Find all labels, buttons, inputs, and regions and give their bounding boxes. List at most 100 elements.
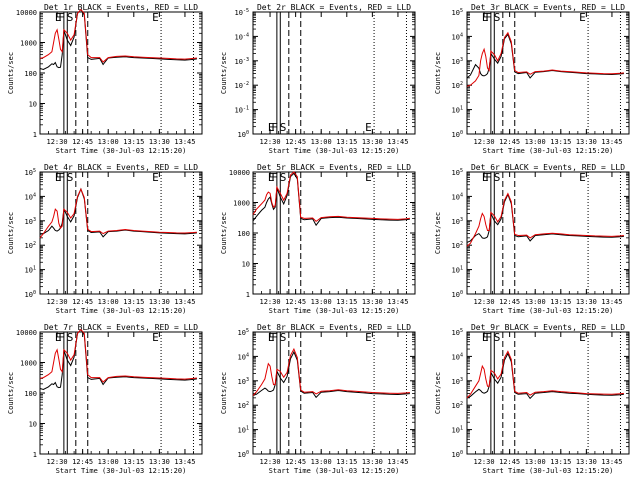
y-tick-label: 1000 bbox=[20, 360, 37, 368]
y-tick-label: 10000 bbox=[16, 9, 37, 17]
panel-4: Det 4r BLACK = Events, RED = LLD 100 101 10… bbox=[7, 163, 203, 315]
y-tick-label: 101 bbox=[25, 266, 36, 275]
x-tick-label: 13:30 bbox=[576, 298, 597, 306]
marker-label: S bbox=[494, 11, 501, 24]
x-tick-label: 13:45 bbox=[174, 298, 195, 306]
marker-label: F bbox=[485, 11, 492, 24]
y-tick-label: 103 bbox=[452, 377, 463, 386]
marker-label: S bbox=[280, 171, 287, 184]
y-tick-label: 10 bbox=[29, 421, 37, 429]
y-tick-label: 104 bbox=[452, 32, 463, 41]
x-axis-label: Start Time (30-Jul-03 12:15:20) bbox=[56, 467, 187, 475]
x-tick-label: 13:30 bbox=[362, 138, 383, 146]
x-tick-label: 12:45 bbox=[285, 458, 306, 466]
x-tick-label: 13:00 bbox=[311, 298, 332, 306]
x-tick-label: 13:15 bbox=[550, 298, 571, 306]
x-tick-label: 13:45 bbox=[387, 138, 408, 146]
x-tick-label: 13:45 bbox=[601, 138, 622, 146]
y-tick-label: 10-5 bbox=[235, 8, 249, 17]
x-axis-label: Start Time (30-Jul-03 12:15:20) bbox=[269, 147, 400, 155]
y-tick-label: 100 bbox=[452, 450, 463, 459]
y-tick-label: 10000 bbox=[16, 329, 37, 337]
x-axis-label: Start Time (30-Jul-03 12:15:20) bbox=[483, 307, 614, 315]
x-tick-label: 12:30 bbox=[260, 138, 281, 146]
x-tick-label: 13:00 bbox=[525, 458, 546, 466]
x-tick-label: 13:15 bbox=[336, 298, 357, 306]
plot-frame bbox=[466, 11, 630, 135]
marker-label: E bbox=[268, 171, 275, 184]
x-tick-label: 12:30 bbox=[260, 458, 281, 466]
x-tick-label: 13:30 bbox=[362, 298, 383, 306]
marker-label: S bbox=[67, 331, 74, 344]
plot-frame bbox=[252, 331, 416, 455]
y-axis-label: Counts/sec bbox=[220, 52, 228, 94]
panel-8: Det 8r BLACK = Events, RED = LLD 100 101 10… bbox=[220, 323, 416, 475]
marker-label: E bbox=[482, 11, 489, 24]
x-tick-label: 13:15 bbox=[123, 138, 144, 146]
y-tick-label: 10-3 bbox=[235, 57, 249, 66]
y-tick-label: 103 bbox=[452, 217, 463, 226]
y-axis-label: Counts/sec bbox=[434, 52, 442, 94]
panel-2: Det 2r BLACK = Events, RED = LLD 100 10-1 1… bbox=[220, 3, 416, 155]
y-tick-label: 1000 bbox=[20, 40, 37, 48]
y-tick-label: 105 bbox=[452, 8, 463, 17]
y-tick-label: 1 bbox=[33, 451, 37, 459]
lld-series-line bbox=[252, 171, 410, 223]
y-tick-label: 100 bbox=[237, 230, 250, 238]
panel-title: Det 4r BLACK = Events, RED = LLD bbox=[44, 163, 198, 172]
panel-title: Det 3r BLACK = Events, RED = LLD bbox=[471, 3, 625, 12]
panel-title: Det 8r BLACK = Events, RED = LLD bbox=[257, 323, 411, 332]
x-tick-label: 13:15 bbox=[550, 458, 571, 466]
panel-title: Det 9r BLACK = Events, RED = LLD bbox=[471, 323, 625, 332]
x-tick-label: 13:15 bbox=[123, 458, 144, 466]
marker-label: E bbox=[55, 11, 62, 24]
x-tick-label: 12:45 bbox=[499, 298, 520, 306]
x-tick-label: 12:45 bbox=[285, 138, 306, 146]
y-tick-label: 100 bbox=[25, 290, 36, 299]
marker-label: E bbox=[152, 11, 159, 24]
x-axis-label: Start Time (30-Jul-03 12:15:20) bbox=[56, 307, 187, 315]
x-tick-label: 13:00 bbox=[525, 138, 546, 146]
x-tick-label: 12:30 bbox=[474, 138, 495, 146]
y-tick-label: 10000 bbox=[229, 169, 250, 177]
marker-label: E bbox=[55, 171, 62, 184]
lld-series-line bbox=[466, 350, 624, 399]
lld-series-line bbox=[39, 328, 197, 383]
marker-label: E bbox=[268, 121, 275, 134]
plot-frame bbox=[39, 171, 203, 295]
x-tick-label: 13:00 bbox=[98, 138, 119, 146]
y-tick-label: 100 bbox=[452, 130, 463, 139]
marker-label: E bbox=[365, 171, 372, 184]
x-tick-label: 12:30 bbox=[47, 298, 68, 306]
x-tick-label: 13:30 bbox=[149, 298, 170, 306]
marker-label: E bbox=[152, 331, 159, 344]
marker-label: S bbox=[280, 121, 287, 134]
y-tick-label: 1 bbox=[246, 291, 250, 299]
panel-title: Det 7r BLACK = Events, RED = LLD bbox=[44, 323, 198, 332]
lld-series-line bbox=[466, 31, 624, 87]
y-tick-label: 103 bbox=[25, 217, 36, 226]
lld-series-line bbox=[39, 187, 197, 239]
y-axis-label: Counts/sec bbox=[220, 372, 228, 414]
marker-label: E bbox=[579, 171, 586, 184]
x-axis-label: Start Time (30-Jul-03 12:15:20) bbox=[483, 467, 614, 475]
x-tick-label: 12:45 bbox=[72, 298, 93, 306]
panel-9: Det 9r BLACK = Events, RED = LLD 100 101 10… bbox=[434, 323, 630, 475]
marker-label: E bbox=[268, 331, 275, 344]
y-tick-label: 10-2 bbox=[235, 81, 249, 90]
y-axis-label: Counts/sec bbox=[7, 212, 15, 254]
x-tick-label: 13:30 bbox=[362, 458, 383, 466]
marker-label: E bbox=[579, 11, 586, 24]
panel-1: Det 1r BLACK = Events, RED = LLD 1 10 100 10… bbox=[7, 3, 203, 155]
x-tick-label: 12:30 bbox=[474, 458, 495, 466]
y-tick-label: 103 bbox=[452, 57, 463, 66]
y-tick-label: 10-4 bbox=[235, 32, 249, 41]
y-tick-label: 102 bbox=[452, 81, 463, 90]
x-tick-label: 12:45 bbox=[499, 138, 520, 146]
x-tick-label: 12:30 bbox=[47, 138, 68, 146]
x-tick-label: 13:30 bbox=[576, 138, 597, 146]
marker-label: F bbox=[485, 331, 492, 344]
marker-label: E bbox=[365, 121, 372, 134]
